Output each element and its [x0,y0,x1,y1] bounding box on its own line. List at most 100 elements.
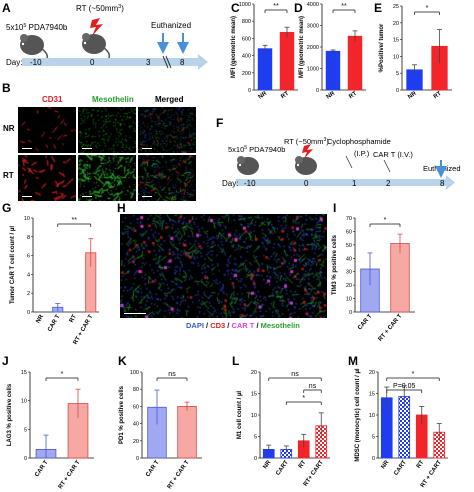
y-tick-label: 5 [396,71,399,77]
y-tick-label: 15 [21,370,27,376]
y-tick-label: 3000 [307,24,319,30]
panel-f-day: 0 [304,179,309,188]
category-label: RT [416,459,426,469]
panel-a-timeline-arrow [198,54,208,70]
panel-a-day-label: Day: [6,58,22,67]
panel-a-day: 8 [180,58,185,67]
panel-letter: L [232,354,239,368]
category-label: NR [258,90,269,100]
y-tick-label: 50 [346,243,352,249]
micrograph-rt-cd31 [18,155,76,201]
chart-j: J 0 5 10 15 LAG3 % positive cells CAR T RT + CA… [2,354,94,490]
significance-label: ** [341,3,347,10]
y-tick-label: 20 [346,283,352,289]
panel-h: H DAPI / CD3 / CAR T / Mesothelin [117,201,300,330]
panel-f-cart-label: CAR T (I.V.) [373,150,413,159]
y-axis-label: PD1 % positive cells [119,385,125,444]
axis-break-icon [165,55,172,69]
chart-k: K 0 20 40 60 80 100 PD1 % positive cells CAR T RT… [118,354,202,490]
y-tick-label: 2 [27,291,30,297]
mouse-icon [82,33,111,61]
panel-a-rt-label: RT (~50mm3) [76,4,124,13]
y-tick-label: 0 [27,310,30,316]
category-label: CAR T [357,313,374,331]
panel-b-col-header: CD31 [42,95,63,104]
category-label: CAR T [34,459,50,478]
panel-b-letter: B [2,81,11,95]
panel-f-day-label: Day: [222,179,238,188]
y-tick-label: 0 [349,310,352,316]
syringe-icon [345,155,353,169]
panel-f-rt-label: RT (~50mm3) [284,137,329,146]
significance-label: ns [291,371,299,378]
category-label: CART [275,459,290,476]
significance-label: * [426,5,429,12]
y-axis-label: M1 cell count / µl [237,391,243,439]
micrograph-car-t-infiltration [120,214,327,318]
panel-f-day: 1 [352,179,357,188]
y-tick-label: 1000 [307,67,319,73]
y-tick-label: 25 [393,4,399,10]
radiation-bolt-icon [90,18,103,36]
micrograph-nr-mesothelin [78,107,136,153]
panel-h-letter: H [117,201,126,215]
panel-letter: E [374,1,382,15]
panel-b-col-header: Mesothelin [92,95,134,104]
y-tick-label: 10 [346,297,352,303]
panel-a-cells-label: 5x105 PDA7940b [6,23,68,32]
radiation-bolt-icon [302,144,313,159]
chart-i: I 0 10 20 30 40 50 60 70 TIM3 % positive cells CAR… [332,201,415,343]
axis-break-icon [162,55,169,69]
y-tick-label: 5 [254,435,257,441]
panel-f: F 5x105 PDA7940b RT (~50mm3) Cyclophosph… [216,116,461,190]
panel-f-timeline [236,179,446,186]
bar [177,405,197,459]
micrograph-rt-merged [138,155,196,201]
chart-m: M 0 5 10 15 20 MDSC (monocytic) cell count / µ… [348,354,448,489]
y-tick-label: 0 [248,88,251,94]
y-axis-label: %Positive/ tumor [379,23,385,72]
bar [257,48,273,91]
mouse-icon [20,34,49,62]
y-tick-label: 6 [27,254,30,260]
y-tick-label: 800 [242,19,251,25]
syringe-icon [383,159,391,173]
y-tick-label: 0 [24,456,27,462]
y-tick-label: 10 [24,216,30,222]
y-tick-label: 2000 [307,45,319,51]
micrograph-rt-mesothelin [78,155,136,201]
panel-letter: K [118,354,127,368]
y-tick-label: 1000 [239,2,251,8]
category-label: RT + CAR T [58,459,82,490]
y-tick-label: 15 [369,392,375,398]
y-tick-label: 15 [393,38,399,44]
category-label: RT [298,459,308,469]
y-tick-label: 10 [251,413,257,419]
panel-a: A 5x105 PDA7940b RT (~50mm3) Euthanized … [2,1,208,70]
panel-b-row-label: NR [3,124,15,133]
panel-b: B CD31 Mesothelin Merged NR RT [2,81,184,180]
y-tick-label: 10 [369,413,375,419]
panel-a-day: 3 [146,58,151,67]
significance-label: ns [309,383,317,390]
panel-f-day: -10 [244,179,256,188]
panel-letter: I [333,201,336,215]
category-label: CART [393,459,408,476]
y-tick-label: 40 [133,422,139,428]
category-label: NR [407,90,418,100]
y-axis-label: MDSC (monocytic) cell count / µl [355,368,361,461]
micrograph-nr-cd31 [18,107,76,153]
panel-letter: G [2,201,11,215]
significance-label: * [61,371,64,378]
y-axis-label: MFI (geometric mean) [231,16,237,78]
y-axis-label: LAG3 % positive cells [7,383,13,446]
y-axis-label: MFI (geometric mean) [299,16,305,78]
bar [390,243,410,313]
y-tick-label: 0 [396,88,399,94]
mouse-icon [295,156,317,175]
panel-letter: D [294,1,303,15]
category-label: CAR T [145,459,161,478]
category-label: NR [35,313,45,324]
y-tick-label: 5 [372,435,375,441]
